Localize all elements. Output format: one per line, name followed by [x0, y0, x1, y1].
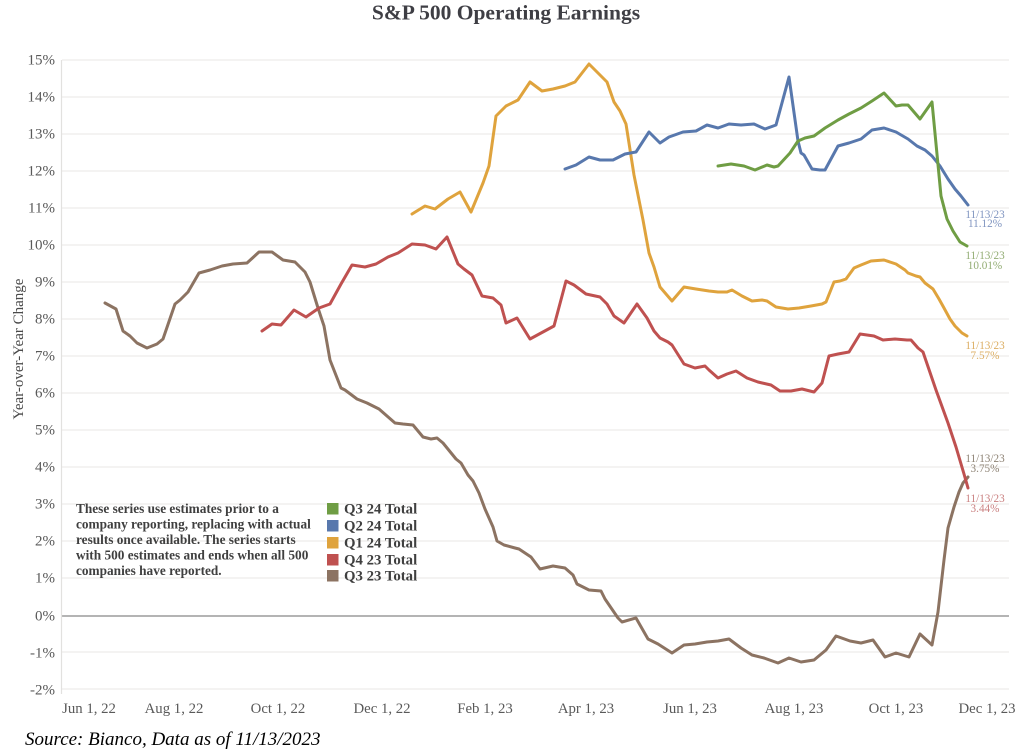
svg-text:Jun 1, 22: Jun 1, 22: [62, 701, 116, 717]
svg-text:3.75%: 3.75%: [971, 463, 1000, 475]
svg-text:11/13/23: 11/13/23: [965, 493, 1005, 505]
svg-text:Q2 24 Total: Q2 24 Total: [344, 519, 417, 535]
svg-text:7.57%: 7.57%: [971, 350, 1000, 362]
svg-text:Oct 1, 23: Oct 1, 23: [869, 701, 924, 717]
svg-text:6%: 6%: [35, 386, 55, 402]
svg-text:company reporting, replacing w: company reporting, replacing with actual: [76, 517, 311, 532]
svg-text:Jun 1, 23: Jun 1, 23: [663, 701, 717, 717]
svg-text:These series use estimates pri: These series use estimates prior to a: [76, 501, 279, 516]
svg-text:Dec 1, 22: Dec 1, 22: [353, 701, 410, 717]
svg-text:7%: 7%: [35, 349, 55, 365]
svg-text:Q4 23 Total: Q4 23 Total: [344, 553, 417, 569]
svg-text:3.44%: 3.44%: [971, 503, 1000, 515]
svg-text:companies have reported.: companies have reported.: [76, 563, 222, 578]
svg-text:14%: 14%: [28, 90, 56, 106]
svg-text:Source: Bianco, Data as of 11/: Source: Bianco, Data as of 11/13/2023: [25, 729, 321, 750]
svg-text:11/13/23: 11/13/23: [965, 340, 1005, 352]
svg-text:13%: 13%: [28, 127, 56, 143]
svg-text:Aug 1, 22: Aug 1, 22: [145, 701, 204, 717]
svg-text:Feb 1, 23: Feb 1, 23: [457, 701, 513, 717]
svg-text:8%: 8%: [35, 312, 55, 328]
svg-text:11/13/23: 11/13/23: [965, 209, 1005, 221]
svg-text:10%: 10%: [28, 238, 56, 254]
svg-text:Year-over-Year Change: Year-over-Year Change: [11, 278, 27, 419]
svg-text:Q3 24 Total: Q3 24 Total: [344, 502, 417, 518]
svg-text:results once available. The se: results once available. The series start…: [76, 532, 296, 547]
svg-text:3%: 3%: [35, 497, 55, 513]
svg-text:Oct 1, 22: Oct 1, 22: [251, 701, 306, 717]
svg-text:Apr 1, 23: Apr 1, 23: [558, 701, 614, 717]
svg-text:11.12%: 11.12%: [968, 218, 1002, 230]
svg-text:Q3 23 Total: Q3 23 Total: [344, 569, 417, 585]
svg-text:with 500 estimates and ends wh: with 500 estimates and ends when all 500: [76, 548, 309, 563]
svg-text:10.01%: 10.01%: [968, 260, 1003, 272]
svg-text:4%: 4%: [35, 460, 55, 476]
svg-text:11/13/23: 11/13/23: [965, 453, 1005, 465]
svg-text:S&P 500 Operating Earnings: S&P 500 Operating Earnings: [372, 1, 640, 25]
svg-text:0%: 0%: [35, 609, 55, 625]
svg-text:11%: 11%: [28, 201, 55, 217]
svg-text:Q1 24 Total: Q1 24 Total: [344, 536, 417, 552]
svg-text:9%: 9%: [35, 275, 55, 291]
svg-text:15%: 15%: [28, 53, 56, 69]
svg-text:Aug 1, 23: Aug 1, 23: [765, 701, 824, 717]
svg-text:-2%: -2%: [30, 683, 55, 699]
svg-text:12%: 12%: [28, 164, 56, 180]
svg-text:2%: 2%: [35, 534, 55, 550]
svg-text:5%: 5%: [35, 423, 55, 439]
svg-text:1%: 1%: [35, 571, 55, 587]
svg-text:Dec 1, 23: Dec 1, 23: [958, 701, 1015, 717]
svg-text:-1%: -1%: [30, 646, 55, 662]
svg-text:11/13/23: 11/13/23: [965, 250, 1005, 262]
